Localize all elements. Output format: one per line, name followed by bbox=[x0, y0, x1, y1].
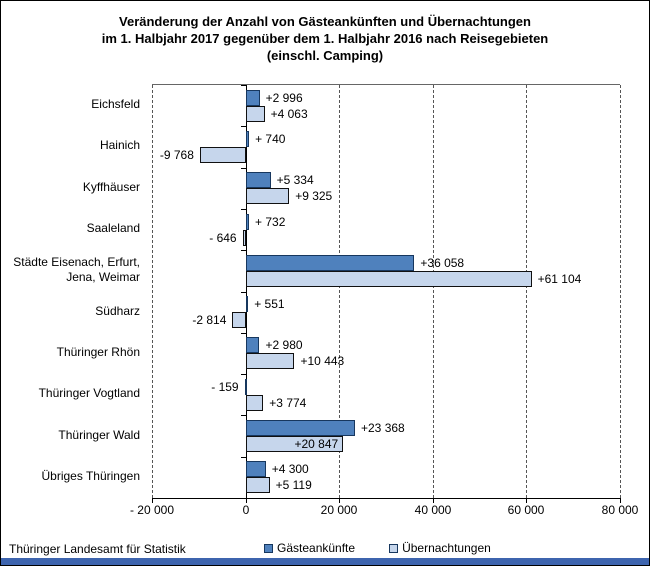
legend-swatch-dark-icon bbox=[264, 543, 273, 553]
legend-swatch-light-icon bbox=[389, 543, 399, 553]
category-label-5: Südharz bbox=[95, 303, 140, 318]
bar-value-label: +61 104 bbox=[537, 271, 582, 286]
bar-value-label: +10 443 bbox=[300, 354, 345, 369]
gridline bbox=[620, 85, 621, 498]
bar-gästeankünfte-9 bbox=[245, 461, 266, 478]
bar-übernachtungen-2 bbox=[245, 188, 290, 205]
legend-item-gaesteankuenfte: Gästeankünfte bbox=[264, 541, 355, 555]
value-axis-tick-label: 80 000 bbox=[601, 503, 639, 517]
bar-value-label: +23 368 bbox=[361, 421, 405, 435]
category-label-9: Übriges Thüringen bbox=[41, 468, 140, 483]
bar-gästeankünfte-1 bbox=[245, 130, 250, 147]
bar-übernachtungen-4 bbox=[245, 270, 532, 287]
category-label-0: Eichsfeld bbox=[91, 97, 140, 112]
category-axis-tick bbox=[240, 333, 246, 334]
category-label-2: Kyffhäuser bbox=[82, 179, 140, 194]
category-label-4: Städte Eisenach, Erfurt, Jena, Weimar bbox=[13, 254, 140, 284]
bar-value-label: +9 325 bbox=[295, 189, 333, 204]
category-label-6: Thüringer Rhön bbox=[56, 344, 140, 359]
bar-gästeankünfte-4 bbox=[245, 254, 415, 271]
bar-übernachtungen-0 bbox=[245, 105, 265, 122]
bar-gästeankünfte-8 bbox=[245, 420, 355, 436]
bar-value-label: +5 334 bbox=[276, 173, 314, 188]
gridline bbox=[152, 85, 153, 498]
bar-value-label: + 551 bbox=[254, 297, 285, 312]
axis-tick bbox=[433, 498, 434, 503]
plot-area: +2 996 + 740 +5 334 + 732 +36 058 + 551 +2 980… bbox=[152, 84, 621, 503]
category-axis-tick bbox=[240, 85, 246, 86]
value-axis-tick-label: - 20 000 bbox=[129, 503, 175, 517]
bar-value-label: +4 300 bbox=[271, 462, 309, 477]
category-axis-tick bbox=[240, 374, 246, 375]
bar-value-label: + 732 bbox=[255, 214, 286, 229]
bar-gästeankünfte-3 bbox=[245, 213, 249, 230]
legend-label: Übernachtungen bbox=[402, 541, 491, 555]
gridline bbox=[433, 85, 434, 498]
bar-übernachtungen-5 bbox=[232, 312, 246, 329]
category-label-1: Hainich bbox=[99, 138, 140, 153]
bar-value-label: +5 119 bbox=[275, 478, 312, 493]
bar-value-label: +2 980 bbox=[265, 338, 303, 353]
bar-value-label: +36 058 bbox=[420, 255, 465, 270]
bottom-accent-strip bbox=[1, 558, 649, 565]
value-axis-tick-label: 40 000 bbox=[414, 503, 452, 517]
axis-tick bbox=[152, 498, 153, 503]
value-axis-labels: - 20 000 0 20 000 40 000 60 000 80 000 bbox=[130, 503, 638, 519]
bar-value-label: +4 063 bbox=[270, 106, 308, 121]
value-axis-tick-label: 20 000 bbox=[320, 503, 358, 517]
bar-gästeankünfte-6 bbox=[245, 337, 260, 354]
category-axis-tick bbox=[240, 168, 246, 169]
legend: Gästeankünfte Übernachtungen bbox=[264, 541, 491, 555]
bar-gästeankünfte-2 bbox=[245, 172, 271, 189]
category-axis-tick bbox=[240, 250, 246, 251]
axis-tick bbox=[246, 498, 247, 503]
bar-übernachtungen-6 bbox=[245, 353, 295, 370]
bar-value-label: +3 774 bbox=[269, 395, 307, 410]
bar-value-label: + 740 bbox=[255, 131, 286, 146]
legend-label: Gästeankünfte bbox=[277, 541, 356, 555]
category-axis-tick bbox=[240, 209, 246, 210]
bar-value-label: -9 768 bbox=[159, 147, 194, 162]
bar-value-label: +2 996 bbox=[265, 90, 303, 105]
category-label-7: Thüringer Vogtland bbox=[38, 386, 140, 401]
category-axis-tick bbox=[240, 415, 246, 416]
axis-tick bbox=[526, 498, 527, 503]
category-label-8: Thüringer Wald bbox=[58, 427, 140, 442]
category-axis-tick bbox=[240, 498, 246, 499]
legend-item-uebernachtungen: Übernachtungen bbox=[389, 541, 491, 555]
bar-value-label: - 646 bbox=[209, 230, 237, 245]
bar-gästeankünfte-5 bbox=[245, 296, 249, 313]
value-axis-tick-label: 60 000 bbox=[507, 503, 545, 517]
value-axis-tick-label: 0 bbox=[242, 503, 250, 517]
bar-gästeankünfte-7 bbox=[244, 378, 247, 395]
source-credit: Thüringer Landesamt für Statistik bbox=[9, 542, 186, 556]
zero-axis-line bbox=[246, 85, 247, 498]
bar-übernachtungen-3 bbox=[242, 229, 246, 246]
chart-title: Veränderung der Anzahl von Gästeankünfte… bbox=[101, 14, 549, 63]
axis-tick bbox=[339, 498, 340, 503]
category-label-3: Saaleland bbox=[86, 221, 140, 236]
bar-value-label: -2 814 bbox=[192, 313, 227, 328]
category-axis-tick bbox=[240, 457, 246, 458]
bar-übernachtungen-7 bbox=[245, 394, 264, 411]
bar-übernachtungen-8 bbox=[245, 436, 344, 452]
category-axis-labels: Eichsfeld Hainich Kyffhäuser Saaleland Städt… bbox=[1, 84, 146, 497]
category-axis-tick bbox=[240, 126, 246, 127]
bar-übernachtungen-1 bbox=[199, 146, 246, 163]
bar-gästeankünfte-0 bbox=[245, 89, 260, 106]
gridline bbox=[526, 85, 527, 498]
bar-übernachtungen-9 bbox=[245, 477, 270, 494]
bar-value-label: - 159 bbox=[211, 379, 239, 394]
axis-tick bbox=[620, 498, 621, 503]
bar-value-label: +20 847 bbox=[294, 437, 339, 451]
category-axis-tick bbox=[240, 292, 246, 293]
gridline bbox=[339, 85, 340, 498]
